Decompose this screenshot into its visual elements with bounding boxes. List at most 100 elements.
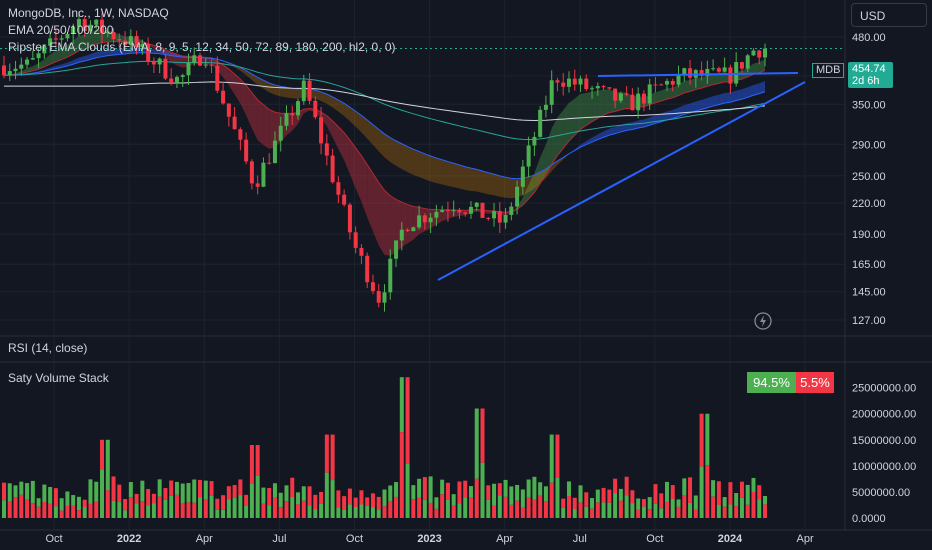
volume-bar-bottom [105,490,110,518]
volume-bar-bottom [88,503,93,518]
fast-ema-cloud [84,32,91,49]
volume-bar-bottom [365,505,370,518]
slow-ema-cloud [280,86,287,98]
volume-bar-bottom [336,507,341,518]
candle-body [486,217,491,219]
candle-body [238,129,243,140]
candle-body [284,113,289,126]
candle-body [636,93,641,111]
volume-bar-bottom [117,502,122,518]
slow-ema-cloud [390,137,397,166]
volume-bar-bottom [630,503,635,518]
volume-bar-bottom [30,503,35,518]
fast-ema-cloud [545,128,552,175]
volume-bar-bottom [457,503,462,518]
candle-body [682,68,687,75]
volume-bar-bottom [590,508,595,518]
volume-bar-bottom [526,496,531,518]
candle-body [232,116,237,130]
volume-bar-top [394,482,399,497]
candle-body [394,240,399,259]
currency-button[interactable]: USD [851,3,927,27]
volume-bar-top [382,489,387,507]
fast-ema-cloud [223,64,229,86]
fast-ema-cloud [263,104,270,149]
fast-ema-cloud [528,173,535,199]
slow-ema-cloud [407,146,414,175]
volume-bar-top [278,492,283,508]
volume-bar-bottom [399,432,404,518]
rsi-label[interactable]: RSI (14, close) [8,341,88,355]
ema-20-line [3,40,766,213]
grid-lines [0,0,845,530]
slow-ema-cloud [453,163,460,189]
slow-ema-cloud [730,90,737,103]
volume-bar-bottom [584,506,589,518]
bar-countdown: 2d 6h [852,75,880,87]
fast-ema-cloud [372,173,379,246]
candle-body [647,84,652,104]
candle-body [532,136,537,146]
volume-bar-top [613,478,618,494]
time-tick-label: 2023 [417,533,441,545]
volume-bar-top [624,476,629,496]
fast-ema-cloud [413,206,420,240]
resistance-trendline [597,72,799,77]
volume-bar-top [405,377,410,464]
volume-bar-top [664,481,669,503]
volume-stack-label[interactable]: Saty Volume Stack [8,371,109,385]
candle-body [76,19,81,27]
volume-bar-bottom [244,506,249,518]
price-tag: 454.74 2d 6h [848,62,893,88]
volume-bar-bottom [653,503,658,518]
slow-ema-cloud [361,115,368,139]
candle-body [388,258,393,293]
volume-bar-bottom [422,500,427,518]
volume-bar-bottom [157,496,162,518]
ripster-indicator-label[interactable]: Ripster EMA Clouds (EMA, 8, 9, 5, 12, 34… [8,40,396,54]
candle-body [607,87,612,89]
volume-bar-top [763,495,767,505]
slow-ema-cloud [615,124,621,134]
volume-bar-bottom [180,502,185,518]
volume-bar-bottom [468,497,473,518]
fast-ema-cloud [303,108,310,114]
volume-bar-top [88,479,93,504]
slow-ema-cloud [753,83,760,96]
slow-ema-cloud [666,109,673,120]
slow-ema-cloud [332,96,339,112]
volume-bar-bottom [111,500,116,518]
candle-body [244,139,249,162]
volume-bar-bottom [411,499,416,518]
volume-bar-top [486,485,491,500]
price-tick-label: 190.00 [852,229,886,241]
volume-bar-top [388,485,393,501]
candle-body [676,74,681,85]
price-tick-label: 250.00 [852,171,886,183]
candle-body [111,32,116,40]
ema-indicator-label[interactable]: EMA 20/50/100/200 [8,23,114,37]
slow-ema-cloud [626,122,633,131]
volume-bar-top [261,487,266,504]
volume-bar-top [578,485,583,503]
candle-body [705,68,710,76]
fast-ema-cloud [217,61,224,78]
fast-ema-cloud [326,115,333,138]
volume-bar-top [682,478,687,495]
candle-body [428,217,433,223]
price-tick-label: 165.00 [852,259,886,271]
volume-bar-bottom [290,497,295,518]
slow-ema-cloud [430,156,437,183]
fast-ema-cloud [332,120,339,149]
slow-ema-cloud [315,90,322,102]
slow-ema-cloud [96,50,103,58]
slow-ema-cloud [482,171,489,195]
lightning-icon[interactable] [753,311,773,331]
volume-bar-top [722,497,727,507]
candle-body [624,93,629,95]
volume-bar-bottom [728,504,733,518]
volume-bar-bottom [618,500,623,518]
fast-ema-cloud [568,98,575,141]
